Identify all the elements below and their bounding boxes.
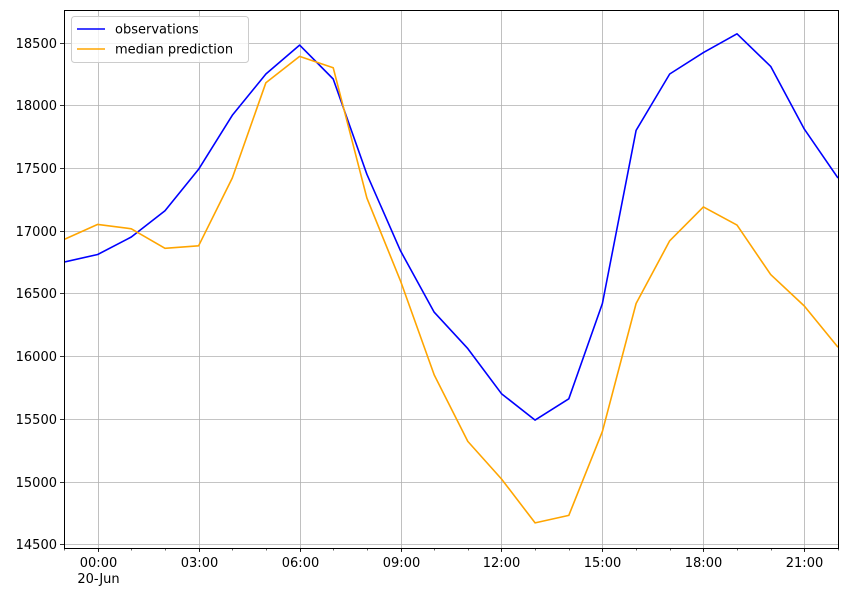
x-tick-label: 15:00 xyxy=(584,556,621,571)
x-tick-label: 03:00 xyxy=(181,556,218,571)
x-tick-label: 09:00 xyxy=(383,556,420,571)
series-line-1 xyxy=(64,55,838,524)
y-tick-label: 18000 xyxy=(16,99,57,114)
x-tick-sublabel: 20-Jun xyxy=(77,572,119,587)
x-tick-label: 21:00 xyxy=(786,556,823,571)
y-tick-label: 18500 xyxy=(16,37,57,52)
plot-frame xyxy=(64,10,839,549)
axes: 14500 15000 15500 16000 16500 17000 17500 18000… xyxy=(16,37,839,587)
legend: observations median prediction xyxy=(71,16,249,63)
y-tick-label: 15000 xyxy=(16,476,57,491)
x-tick-label: 12:00 xyxy=(483,556,520,571)
y-tick-label: 15500 xyxy=(16,413,57,428)
y-tick-label: 17000 xyxy=(16,225,57,240)
x-tick-label: 06:00 xyxy=(282,556,319,571)
y-tick-label: 16500 xyxy=(16,287,57,302)
grid xyxy=(64,10,838,548)
x-tick-label: 18:00 xyxy=(685,556,722,571)
series-lines xyxy=(64,32,838,524)
y-tick-label: 14500 xyxy=(16,538,57,553)
legend-label: observations xyxy=(115,23,199,38)
legend-box xyxy=(71,16,249,63)
series-line-0 xyxy=(64,32,838,421)
y-tick-label: 16000 xyxy=(16,350,57,365)
x-tick-label: 00:00 xyxy=(80,556,117,571)
y-tick-label: 17500 xyxy=(16,162,57,177)
legend-label: median prediction xyxy=(115,43,233,58)
